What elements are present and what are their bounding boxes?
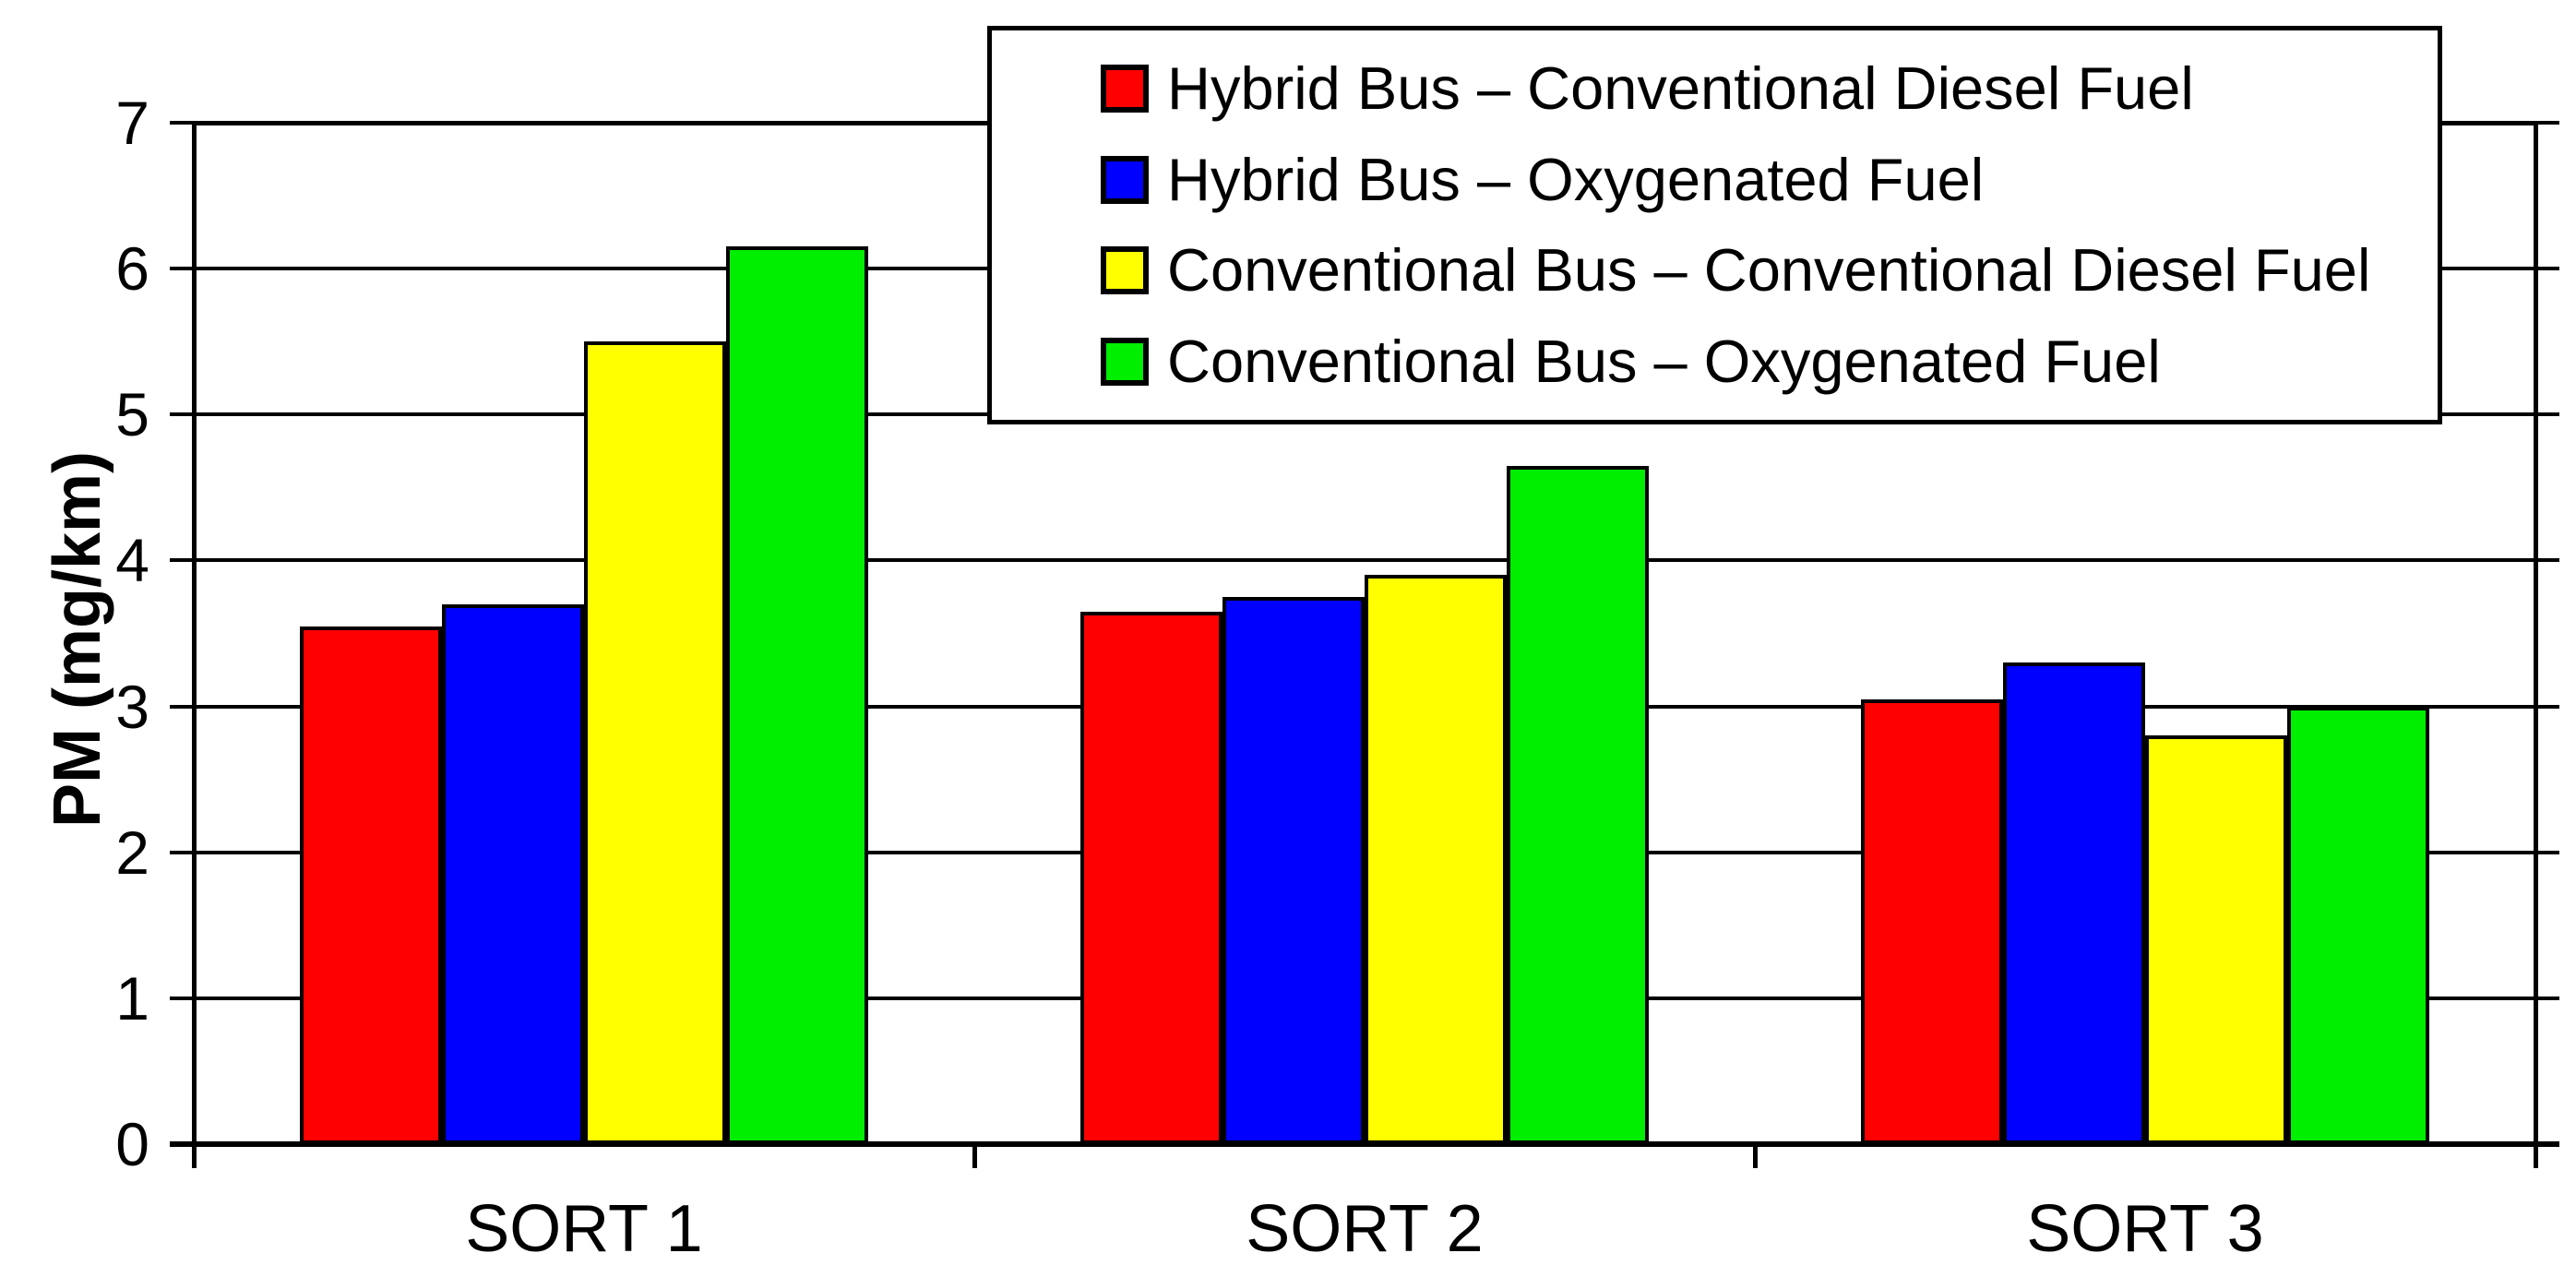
legend-swatch-green-icon	[1101, 337, 1149, 386]
y-tick-mark-left	[170, 996, 194, 1000]
y-tick-mark-right	[2535, 558, 2559, 563]
y-tick-label: 4	[115, 526, 149, 595]
y-axis-line	[192, 123, 197, 1168]
legend-item-label: Conventional Bus – Conventional Diesel F…	[1167, 236, 2371, 304]
y-tick-mark-right	[2535, 267, 2559, 271]
plot-right-border	[2534, 123, 2538, 1168]
bar	[2003, 662, 2145, 1144]
bar	[1080, 611, 1222, 1144]
legend-item: Hybrid Bus – Oxygenated Fuel	[1101, 145, 2438, 213]
legend: Hybrid Bus – Conventional Diesel Fuel Hy…	[987, 26, 2442, 424]
y-tick-mark-right	[2535, 412, 2559, 417]
bar	[300, 626, 442, 1144]
y-tick-mark-left	[170, 121, 194, 125]
x-axis-line	[170, 1141, 2559, 1147]
y-tick-label: 0	[115, 1110, 149, 1178]
x-tick-mark	[972, 1144, 977, 1168]
bar	[1222, 596, 1365, 1144]
bar	[442, 603, 584, 1144]
x-axis-label-sort-2: SORT 2	[1246, 1192, 1484, 1266]
legend-swatch-blue-icon	[1101, 155, 1149, 204]
x-axis-label-sort-1: SORT 1	[465, 1192, 703, 1266]
bar	[1861, 698, 2003, 1144]
y-tick-label: 5	[115, 380, 149, 449]
bar	[1365, 575, 1507, 1144]
legend-item: Conventional Bus – Oxygenated Fuel	[1101, 327, 2438, 395]
legend-item: Hybrid Bus – Conventional Diesel Fuel	[1101, 56, 2438, 121]
y-tick-mark-left	[170, 267, 194, 271]
y-tick-mark-left	[170, 412, 194, 417]
y-tick-label: 3	[115, 672, 149, 741]
legend-item-label: Hybrid Bus – Oxygenated Fuel	[1167, 145, 1985, 213]
y-tick-label: 1	[115, 963, 149, 1032]
y-tick-mark-right	[2535, 704, 2559, 709]
y-tick-mark-left	[170, 850, 194, 854]
bar	[2287, 706, 2429, 1144]
legend-swatch-red-icon	[1101, 65, 1149, 113]
legend-item-label: Conventional Bus – Oxygenated Fuel	[1167, 327, 2161, 395]
y-tick-label: 6	[115, 234, 149, 304]
y-tick-label: 2	[115, 818, 149, 887]
bar	[1507, 465, 1649, 1144]
y-tick-mark-left	[170, 704, 194, 709]
y-tick-label: 7	[115, 89, 149, 157]
y-tick-mark-left	[170, 558, 194, 563]
legend-item-label: Hybrid Bus – Conventional Diesel Fuel	[1167, 54, 2194, 123]
bar	[726, 246, 868, 1144]
bar	[584, 341, 726, 1144]
y-tick-mark-right	[2535, 121, 2559, 125]
x-axis-label-sort-3: SORT 3	[2026, 1192, 2264, 1266]
y-tick-mark-right	[2535, 996, 2559, 1000]
y-tick-mark-right	[2535, 850, 2559, 854]
bar	[2145, 735, 2287, 1144]
gridline	[194, 558, 2535, 563]
legend-swatch-yellow-icon	[1101, 246, 1149, 295]
x-tick-mark	[1753, 1144, 1758, 1168]
legend-item: Conventional Bus – Conventional Diesel F…	[1101, 238, 2438, 303]
